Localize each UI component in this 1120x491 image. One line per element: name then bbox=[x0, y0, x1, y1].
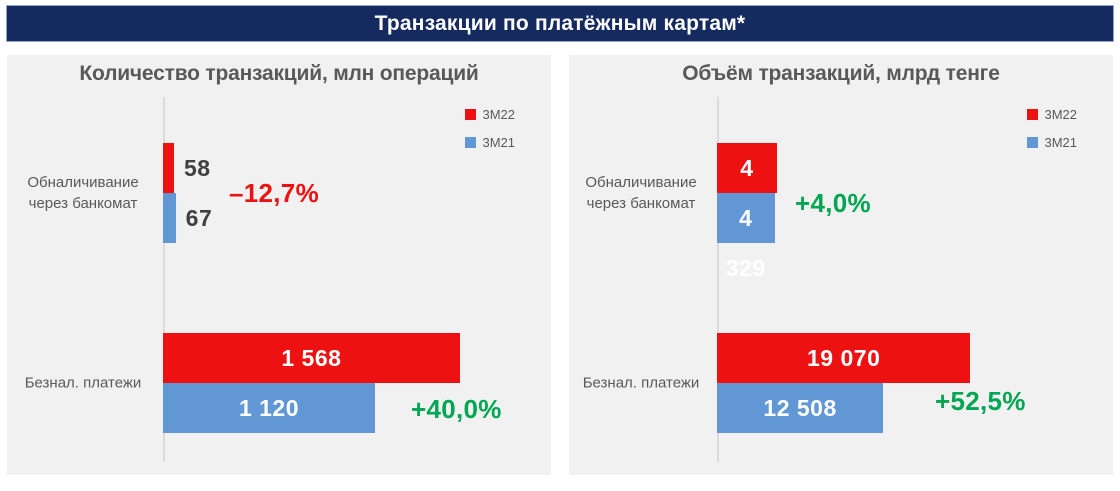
bar-group: Обналичивание через банкомат 58 67 –12,7% bbox=[7, 143, 551, 243]
change-label: –12,7% bbox=[229, 178, 319, 208]
legend: 3М22 3М21 bbox=[465, 107, 515, 150]
legend-item-3m21: 3М21 bbox=[1027, 135, 1077, 150]
chart-title: Количество транзакций, млн операций bbox=[79, 62, 479, 85]
bar-3М22: 58 bbox=[163, 143, 210, 193]
legend-label-3m21: 3М21 bbox=[482, 135, 515, 150]
legend-item-3m21: 3М21 bbox=[465, 135, 515, 150]
page-title: Транзакции по платёжным картам* bbox=[374, 11, 746, 35]
bar-value-label: 4 329 bbox=[725, 205, 766, 281]
bar-value-label: 67 bbox=[185, 205, 213, 231]
title-bar: Транзакции по платёжным картам* bbox=[6, 5, 1114, 42]
bar-3М22: 4 503 bbox=[717, 143, 777, 231]
bars: 19 070 12 508 bbox=[717, 333, 1113, 433]
chart-title: Объём транзакций, млрд тенге bbox=[682, 62, 1000, 85]
bar-value-label: 58 bbox=[183, 155, 211, 181]
bar-value-label: 12 508 bbox=[763, 395, 837, 421]
change-label: +40,0% bbox=[411, 394, 502, 424]
bar-value-label: 4 503 bbox=[727, 155, 766, 231]
change-label: +4,0% bbox=[795, 188, 871, 218]
bar-3М21: 1 120 bbox=[163, 383, 375, 433]
transactions-count-chart: Количество транзакций, млн операций 3М22… bbox=[7, 55, 551, 475]
bar-value-label: 19 070 bbox=[807, 345, 881, 371]
bar-3М21: 67 bbox=[163, 193, 212, 243]
bar-3М22: 1 568 bbox=[163, 333, 460, 383]
bars: 4 5034 329 bbox=[717, 143, 1113, 281]
legend-label-3m22: 3М22 bbox=[482, 107, 515, 122]
bar-3М22: 19 070 bbox=[717, 333, 971, 383]
legend-item-3m22: 3М22 bbox=[465, 107, 515, 122]
legend-swatch-3m21-icon bbox=[465, 137, 477, 148]
legend-label-3m22: 3М22 bbox=[1044, 107, 1077, 122]
category-label: Безнал. платежи bbox=[582, 374, 700, 392]
category-label: Обналичивание через банкомат bbox=[585, 174, 697, 212]
bar-group: Безнал. платежи 1 568 1 120 +40,0% bbox=[7, 333, 551, 433]
charts-container: Количество транзакций, млн операций 3М22… bbox=[0, 55, 1120, 475]
bar-3М21: 4 329 bbox=[717, 193, 775, 281]
transactions-volume-chart: Объём транзакций, млрд тенге 3М22 3М21 О… bbox=[569, 55, 1113, 475]
category-label: Безнал. платежи bbox=[24, 374, 142, 392]
category-axis-line bbox=[717, 97, 719, 462]
bar-group: Безнал. платежи 19 070 12 508 +52,5% bbox=[569, 333, 1113, 433]
legend-item-3m22: 3М22 bbox=[1027, 107, 1077, 122]
change-label: +52,5% bbox=[935, 386, 1026, 416]
bar-3М21: 12 508 bbox=[717, 383, 884, 433]
legend-swatch-3m22-icon bbox=[465, 109, 477, 120]
bar-value-label: 1 120 bbox=[238, 395, 300, 421]
legend-label-3m21: 3М21 bbox=[1044, 135, 1077, 150]
legend: 3М22 3М21 bbox=[1027, 107, 1077, 150]
bars: 1 568 1 120 bbox=[163, 333, 551, 433]
bars: 58 67 bbox=[163, 143, 551, 243]
bar-value-label: 1 568 bbox=[281, 345, 342, 371]
category-axis-line bbox=[163, 97, 165, 462]
category-label: Обналичивание через банкомат bbox=[27, 174, 139, 212]
plot-area: Обналичивание через банкомат 58 67 –12,7% Бе… bbox=[7, 55, 551, 475]
legend-swatch-3m22-icon bbox=[1027, 109, 1039, 120]
legend-swatch-3m21-icon bbox=[1027, 137, 1039, 148]
